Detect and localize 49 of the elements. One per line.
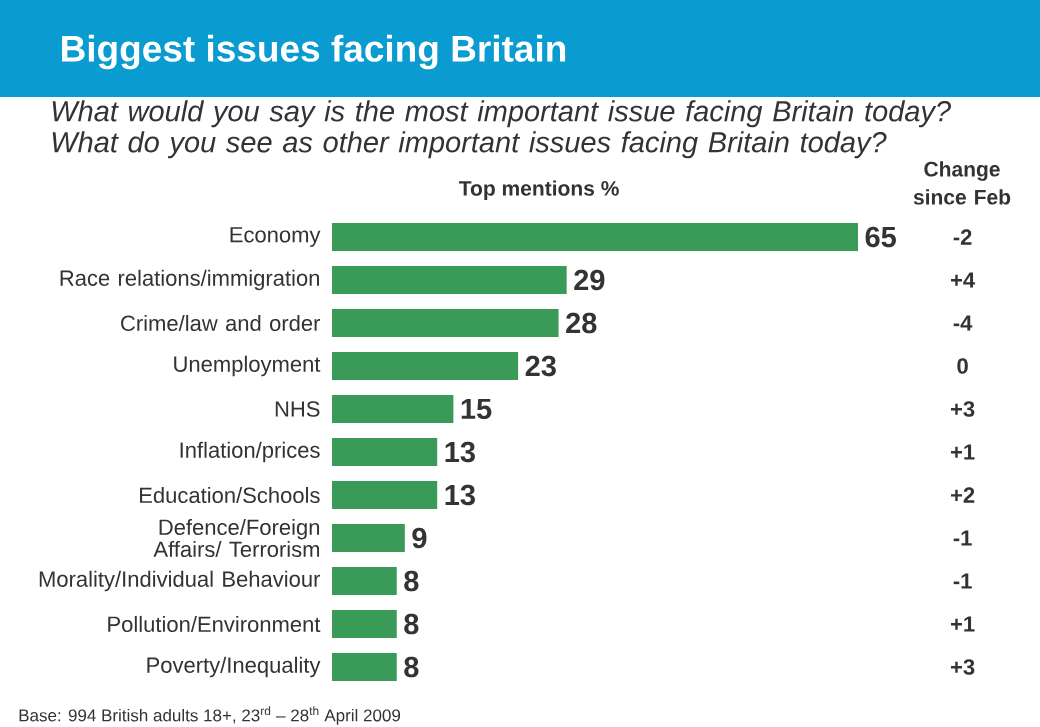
data-label: 8 [404, 613, 419, 635]
text: +2 [950, 487, 975, 503]
data-label: 8 [404, 656, 419, 678]
text: +3 [950, 659, 975, 675]
data-label: 8 [404, 570, 419, 592]
bar [332, 351, 519, 380]
bar [332, 265, 567, 294]
data-label: 9 [412, 527, 427, 549]
bar [332, 523, 405, 552]
y-tick-label: Inflation/prices [180, 441, 320, 463]
y-tick-label: Poverty/Inequality [147, 656, 321, 678]
y-tick-label: NHS [275, 401, 320, 417]
data-label: 13 [445, 484, 475, 506]
chart-subtitle: What would you say is the most important issue facing Britain today? What do you see as other important issues facing Britain today? [52, 100, 951, 159]
text: Base: 994 British adults 18+, 23$^{rd}$ – 28$^{th}$ April 2009 [19, 706, 401, 725]
text: -1 [953, 530, 972, 546]
y-tick-label: Unemployment [174, 355, 321, 377]
y-tick-label: Education/Schools [140, 486, 320, 504]
bar [332, 437, 438, 466]
bar [332, 480, 438, 509]
bar [332, 609, 397, 638]
data-label: 23 [525, 355, 556, 377]
bar [332, 652, 397, 681]
text: +1 [950, 444, 975, 460]
y-tick-label: Race relations/immigration [60, 269, 319, 291]
x-axis-title: Top mentions % [459, 180, 619, 200]
y-tick-label: Defence/Foreign Affairs/ Terrorism [153, 518, 320, 558]
bar [332, 394, 454, 423]
bar [332, 222, 858, 251]
text: -2 [953, 229, 972, 245]
data-label: 28 [566, 312, 597, 334]
data-label: 65 [865, 226, 896, 248]
chart-title: Biggest issues facing Britain [62, 34, 566, 70]
text: -1 [953, 573, 972, 589]
y-tick-label: Crime/law and order [121, 314, 321, 332]
text: +3 [950, 401, 975, 417]
text: +4 [950, 272, 976, 288]
bar [332, 308, 559, 337]
y-tick-label: Pollution/Environment [108, 615, 321, 633]
data-label: 15 [461, 398, 492, 420]
data-label: 13 [445, 441, 475, 463]
text: +1 [950, 616, 975, 632]
y-tick-label: Morality/Individual Behaviour [39, 570, 321, 592]
y-tick-label: Economy [230, 227, 321, 247]
text: 0 [957, 358, 968, 374]
bar [332, 566, 397, 595]
data-label: 29 [574, 269, 605, 291]
text: -4 [953, 315, 973, 331]
text: Change since Feb [913, 161, 1011, 205]
